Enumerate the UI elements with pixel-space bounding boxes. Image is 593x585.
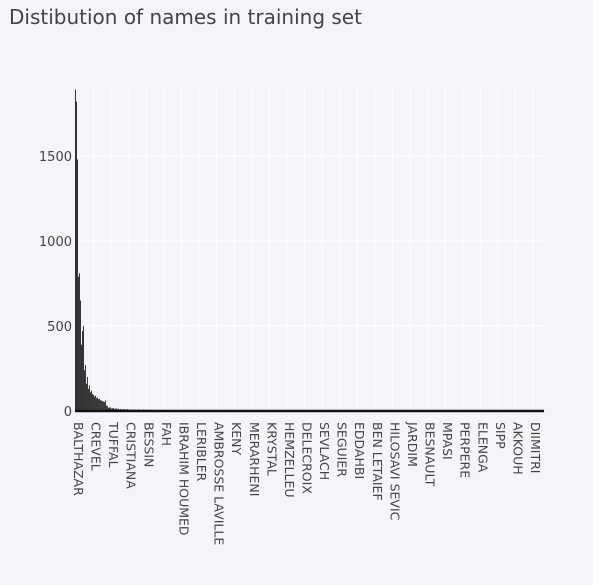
bar — [89, 392, 91, 411]
bar — [104, 400, 106, 411]
bar — [76, 159, 78, 411]
x-tick-label: KRYSTAL — [264, 422, 279, 476]
bar — [84, 365, 86, 411]
x-tick-label: BESSIN — [141, 422, 156, 467]
bar — [108, 407, 110, 411]
x-tick-label: DIIMITRI — [528, 422, 543, 473]
bar — [112, 407, 114, 411]
x-tick-label: SIPP — [493, 422, 508, 449]
bar — [75, 101, 77, 411]
bar — [75, 89, 76, 411]
gridlines — [75, 88, 544, 411]
x-tick-label: CRISTIANA — [124, 422, 139, 489]
bar — [109, 407, 111, 411]
bar — [95, 398, 97, 411]
bar — [87, 388, 89, 411]
y-tick-label: 1500 — [39, 150, 72, 165]
bar — [85, 383, 87, 411]
bar — [97, 399, 99, 411]
bar — [103, 402, 105, 411]
x-tick-label: SEGUIER — [335, 422, 350, 477]
bar — [91, 394, 93, 411]
x-tick-label: TUFFAL — [106, 421, 121, 468]
bar — [86, 377, 88, 411]
bar — [96, 397, 98, 411]
y-tick-label: 500 — [47, 320, 72, 335]
bar — [105, 405, 107, 411]
bar — [100, 400, 102, 411]
bar — [101, 401, 103, 411]
x-tick-label: HILOSAVI SEVIC — [387, 422, 402, 521]
x-tick-label: LERIBLER — [194, 422, 209, 482]
bars — [75, 89, 545, 413]
x-tick-label: SEVLACH — [317, 422, 332, 480]
x-tick-label: EDDAHBI — [352, 422, 367, 479]
bar — [83, 370, 85, 411]
chart-title: Distibution of names in training set — [9, 5, 362, 29]
x-tick-label: IBRAHIM HOUMED — [176, 422, 191, 536]
x-tick-label: MERARHENI — [247, 422, 262, 496]
x-axis: BALTHAZAR CREVEL TUFFAL CRISTIANA BESSIN FAH I… — [71, 421, 543, 545]
bar — [81, 331, 83, 411]
x-tick-label: DELECROIX — [300, 422, 315, 494]
bar — [88, 385, 90, 411]
bar — [115, 408, 117, 411]
x-tick-label: PERPERE — [458, 422, 473, 478]
x-tick-label: BEN LETAIEF — [370, 422, 385, 501]
x-tick-label: BESNAULT — [423, 422, 438, 487]
x-tick-label: BALTHAZAR — [71, 422, 86, 496]
x-tick-label: KENY — [229, 422, 244, 455]
x-tick-label: AMBROSSE LAVILLE — [212, 422, 227, 545]
bar — [90, 390, 92, 411]
bar — [94, 395, 96, 411]
bar — [98, 398, 100, 411]
y-tick-label: 1000 — [39, 235, 72, 250]
x-tick-label: CREVEL — [89, 422, 104, 471]
bar — [80, 344, 82, 411]
y-tick-label: 0 — [64, 405, 72, 420]
bar — [111, 408, 113, 411]
x-tick-label: MPASI — [440, 422, 455, 460]
y-axis: 0 500 1000 1500 — [39, 150, 72, 420]
x-tick-label: ELENGA — [475, 422, 490, 473]
bar — [107, 407, 109, 411]
bar — [102, 401, 104, 411]
bar — [92, 394, 94, 411]
bar — [106, 405, 108, 411]
x-tick-label: JARDIM — [405, 421, 420, 467]
x-tick-label: HEMZELLEU — [282, 422, 297, 498]
bar — [99, 399, 101, 411]
bar — [77, 276, 79, 411]
x-tick-label: FAH — [159, 422, 174, 446]
bar — [79, 300, 81, 411]
bar — [93, 396, 95, 411]
bar — [82, 326, 84, 411]
x-tick-label: AKKOUH — [510, 422, 525, 475]
bar — [78, 273, 80, 411]
